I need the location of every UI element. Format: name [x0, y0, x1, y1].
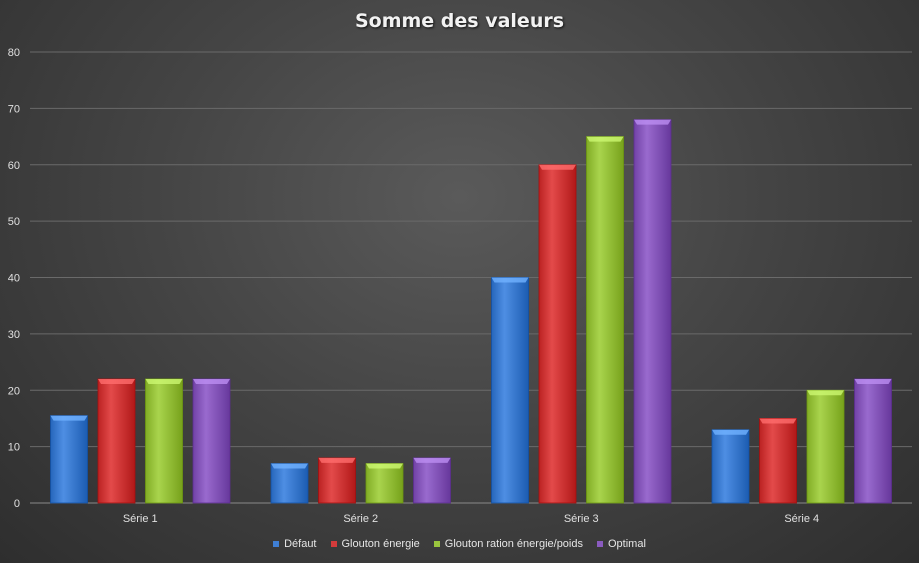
legend: Défaut Glouton énergie Glouton ration éner…: [0, 538, 919, 550]
legend-swatch: [597, 541, 603, 547]
bars: [50, 119, 892, 504]
x-axis-categories: Série 1 Série 2 Série 3 Série 4: [123, 513, 819, 525]
bar: [270, 463, 309, 504]
legend-swatch: [433, 541, 440, 547]
y-tick-label: 70: [8, 103, 20, 115]
legend-item: Défaut: [273, 538, 317, 550]
bar-bevel: [712, 429, 749, 435]
x-category-label: Série 3: [564, 513, 599, 525]
bar: [711, 429, 750, 504]
bar: [413, 457, 451, 504]
bar: [50, 415, 88, 504]
bar: [854, 378, 892, 504]
y-tick-label: 20: [8, 385, 20, 397]
bar-bevel: [145, 378, 183, 384]
legend-item: Glouton ration énergie/poids: [433, 538, 583, 550]
bar-bevel: [539, 164, 576, 170]
bar-bevel: [854, 378, 892, 384]
bar-bevel: [586, 136, 624, 142]
y-tick-label: 0: [14, 498, 20, 510]
bar-bevel: [807, 390, 844, 396]
bar-bevel: [193, 378, 230, 384]
bar-bevel: [634, 119, 671, 125]
legend-item: Glouton énergie: [330, 538, 420, 550]
bar-bevel: [50, 415, 88, 421]
bar: [145, 378, 183, 504]
bar: [633, 119, 672, 504]
gridlines: [30, 51, 912, 504]
bar-bevel: [271, 463, 308, 469]
y-tick-label: 80: [8, 47, 20, 59]
x-category-label: Série 2: [343, 513, 378, 525]
legend-label: Glouton énergie: [341, 538, 420, 550]
y-tick-label: 40: [8, 273, 20, 285]
legend-label: Glouton ration énergie/poids: [444, 538, 583, 550]
bar: [491, 277, 529, 504]
bar: [806, 389, 845, 504]
chart-title: Somme des valeurs: [354, 10, 565, 32]
bar: [586, 136, 624, 504]
y-tick-label: 30: [8, 329, 20, 341]
bar: [97, 378, 136, 504]
y-tick-label: 50: [8, 216, 20, 228]
legend-swatch: [330, 541, 337, 547]
bar-bevel: [98, 378, 135, 384]
bar: [759, 418, 797, 504]
legend-label: Optimal: [608, 538, 646, 550]
legend-label: Défaut: [284, 538, 317, 550]
y-tick-label: 10: [8, 442, 20, 454]
y-tick-label: 60: [8, 160, 20, 172]
bar: [365, 463, 404, 504]
bar-bevel: [318, 457, 356, 463]
legend-swatch: [273, 541, 280, 547]
bar-bevel: [491, 277, 529, 283]
y-axis-ticks: 0 10 20 30 40 50 60 70 80: [8, 47, 20, 510]
legend-item: Optimal: [597, 538, 646, 550]
bar-bevel: [413, 457, 451, 463]
bar: [192, 378, 231, 504]
bar: [538, 164, 577, 504]
x-category-label: Série 4: [784, 513, 819, 525]
bar-bevel: [366, 463, 403, 469]
bar: [318, 457, 356, 504]
bar-bevel: [759, 418, 797, 424]
x-category-label: Série 1: [123, 513, 158, 525]
